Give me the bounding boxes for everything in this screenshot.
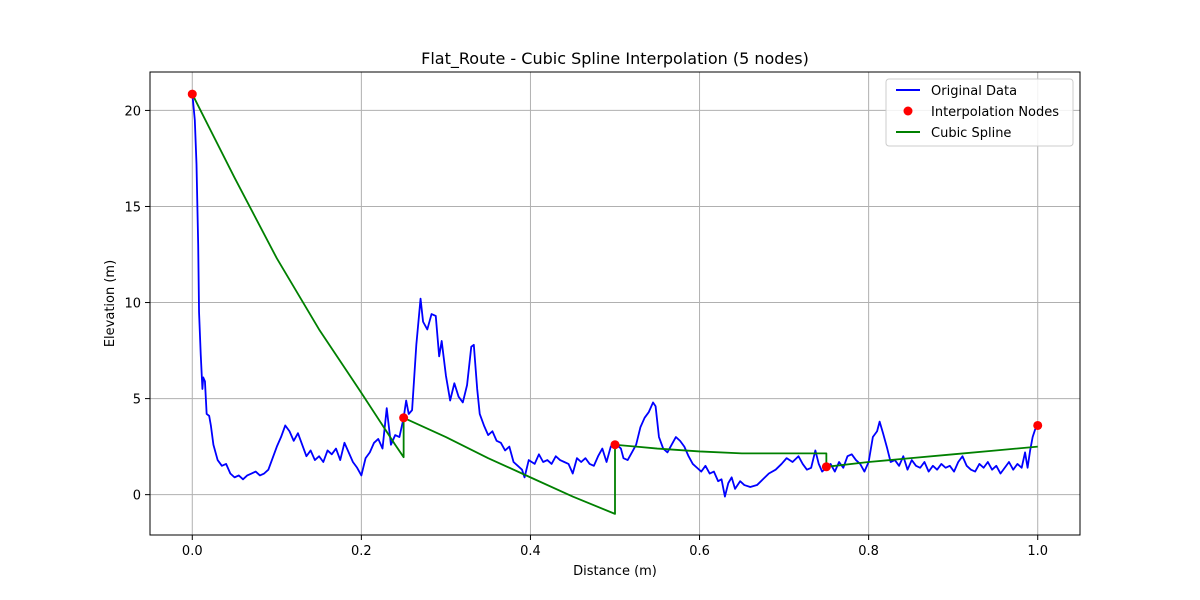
plot-frame <box>149 71 1081 536</box>
y-axis-label: Elevation (m) <box>103 260 118 347</box>
legend: Original Data Interpolation Nodes Cubic … <box>885 78 1074 147</box>
x-tick-label: 0.0 <box>182 544 203 559</box>
node-point <box>610 440 620 450</box>
x-tick-label: 1.0 <box>1027 544 1048 559</box>
y-axis-ticks: 0 5 10 15 20 <box>124 104 150 504</box>
y-tick-label: 15 <box>124 200 141 215</box>
series-line-original-data <box>191 93 1039 498</box>
y-tick-label: 10 <box>124 297 141 312</box>
plot-area <box>187 89 1043 515</box>
legend-label-original-data: Original Data <box>931 84 1017 99</box>
legend-box <box>885 78 1074 147</box>
legend-swatch-interpolation-nodes <box>903 106 913 116</box>
x-axis-label: Distance (m) <box>573 564 657 579</box>
node-point <box>187 89 197 99</box>
node-point <box>1033 420 1043 430</box>
x-tick-label: 0.6 <box>689 544 710 559</box>
x-tick-label: 0.2 <box>351 544 372 559</box>
chart-title: Flat_Route - Cubic Spline Interpolation … <box>421 49 809 69</box>
node-point <box>399 413 409 423</box>
legend-label-interpolation-nodes: Interpolation Nodes <box>931 105 1059 120</box>
node-point <box>821 462 831 472</box>
y-tick-label: 20 <box>124 104 141 119</box>
x-axis-ticks: 0.0 0.2 0.4 0.6 0.8 1.0 <box>182 535 1048 559</box>
x-tick-label: 0.8 <box>858 544 879 559</box>
y-tick-label: 5 <box>133 393 141 408</box>
y-tick-label: 0 <box>133 489 141 504</box>
legend-label-cubic-spline: Cubic Spline <box>931 126 1011 141</box>
x-tick-label: 0.4 <box>520 544 541 559</box>
series-line-cubic-spline <box>191 93 1038 515</box>
